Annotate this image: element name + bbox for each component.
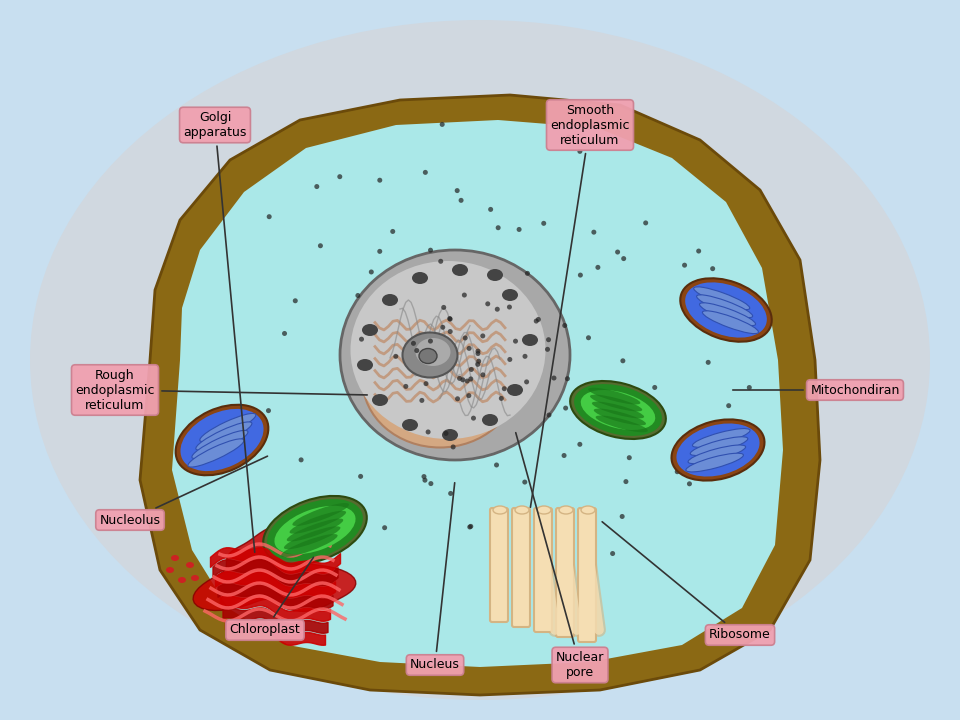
Ellipse shape xyxy=(459,198,464,203)
Ellipse shape xyxy=(590,395,642,411)
Ellipse shape xyxy=(493,506,507,514)
Ellipse shape xyxy=(355,293,360,298)
Ellipse shape xyxy=(188,438,244,467)
Ellipse shape xyxy=(621,256,626,261)
Ellipse shape xyxy=(467,346,471,351)
Ellipse shape xyxy=(267,499,363,561)
Ellipse shape xyxy=(570,381,666,439)
Ellipse shape xyxy=(593,408,646,426)
Ellipse shape xyxy=(488,207,493,212)
Ellipse shape xyxy=(358,474,363,479)
Ellipse shape xyxy=(196,422,252,450)
Ellipse shape xyxy=(623,479,629,484)
Text: Golgi
apparatus: Golgi apparatus xyxy=(183,111,254,552)
Ellipse shape xyxy=(192,431,248,459)
Ellipse shape xyxy=(475,351,480,356)
Ellipse shape xyxy=(507,384,523,396)
Ellipse shape xyxy=(480,333,485,338)
Ellipse shape xyxy=(690,437,748,456)
Ellipse shape xyxy=(620,359,625,364)
Ellipse shape xyxy=(494,462,499,467)
Ellipse shape xyxy=(710,266,715,271)
Ellipse shape xyxy=(726,403,732,408)
Text: Chloroplast: Chloroplast xyxy=(229,557,314,636)
Ellipse shape xyxy=(643,220,648,225)
Ellipse shape xyxy=(457,376,462,381)
Ellipse shape xyxy=(482,414,498,426)
Ellipse shape xyxy=(502,386,507,391)
Ellipse shape xyxy=(551,376,557,381)
Ellipse shape xyxy=(704,433,709,438)
Text: Ribosome: Ribosome xyxy=(602,522,771,642)
Ellipse shape xyxy=(502,289,518,301)
Ellipse shape xyxy=(416,338,450,366)
Ellipse shape xyxy=(350,261,545,439)
Ellipse shape xyxy=(475,362,480,367)
Ellipse shape xyxy=(422,170,428,175)
Ellipse shape xyxy=(696,248,701,253)
Ellipse shape xyxy=(522,354,527,359)
Ellipse shape xyxy=(263,496,367,564)
Ellipse shape xyxy=(546,413,551,418)
Ellipse shape xyxy=(588,387,640,405)
Ellipse shape xyxy=(615,250,620,255)
Ellipse shape xyxy=(524,379,529,384)
Ellipse shape xyxy=(455,396,460,401)
Ellipse shape xyxy=(591,230,596,235)
Ellipse shape xyxy=(186,562,194,568)
Ellipse shape xyxy=(382,525,387,530)
Ellipse shape xyxy=(694,287,750,310)
Ellipse shape xyxy=(747,385,752,390)
Ellipse shape xyxy=(697,294,753,318)
Ellipse shape xyxy=(692,428,750,447)
Ellipse shape xyxy=(685,453,743,472)
Ellipse shape xyxy=(536,317,540,322)
Ellipse shape xyxy=(499,396,504,401)
Ellipse shape xyxy=(290,510,346,534)
Ellipse shape xyxy=(507,357,513,362)
Ellipse shape xyxy=(176,405,269,475)
Ellipse shape xyxy=(299,457,303,462)
Ellipse shape xyxy=(563,323,567,328)
Ellipse shape xyxy=(507,305,512,310)
Ellipse shape xyxy=(545,529,551,534)
Ellipse shape xyxy=(390,229,396,234)
Ellipse shape xyxy=(452,264,468,276)
Ellipse shape xyxy=(468,524,473,529)
Ellipse shape xyxy=(493,541,498,546)
Text: Nucleus: Nucleus xyxy=(410,483,460,672)
Ellipse shape xyxy=(703,311,758,333)
Ellipse shape xyxy=(690,314,696,319)
Ellipse shape xyxy=(166,567,174,573)
Text: Nuclear
pore: Nuclear pore xyxy=(516,433,604,679)
Ellipse shape xyxy=(515,506,529,514)
Ellipse shape xyxy=(468,367,474,372)
Ellipse shape xyxy=(428,481,433,486)
Ellipse shape xyxy=(581,390,656,430)
Ellipse shape xyxy=(682,263,687,268)
Ellipse shape xyxy=(476,359,481,364)
Ellipse shape xyxy=(637,392,642,397)
Ellipse shape xyxy=(362,324,378,336)
Ellipse shape xyxy=(675,469,680,474)
FancyBboxPatch shape xyxy=(556,508,574,637)
Ellipse shape xyxy=(415,348,420,353)
Ellipse shape xyxy=(442,305,446,310)
Ellipse shape xyxy=(30,20,930,700)
Ellipse shape xyxy=(462,292,467,297)
Ellipse shape xyxy=(475,348,480,354)
Ellipse shape xyxy=(425,429,431,434)
Ellipse shape xyxy=(422,477,427,482)
Ellipse shape xyxy=(382,294,398,306)
Ellipse shape xyxy=(545,347,550,352)
Ellipse shape xyxy=(652,385,658,390)
Ellipse shape xyxy=(534,318,539,323)
Ellipse shape xyxy=(460,377,466,382)
Ellipse shape xyxy=(687,481,692,486)
Ellipse shape xyxy=(267,214,272,219)
Ellipse shape xyxy=(485,302,491,306)
Ellipse shape xyxy=(290,528,295,533)
Ellipse shape xyxy=(685,282,767,338)
Ellipse shape xyxy=(468,377,473,382)
